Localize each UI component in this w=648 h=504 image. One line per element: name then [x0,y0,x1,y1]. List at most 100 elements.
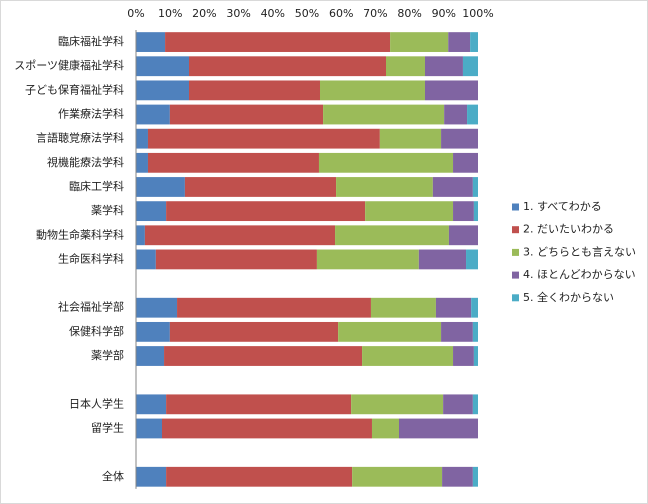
bar-segment [136,418,162,439]
bar-segment [136,321,170,342]
bar-segment [379,128,442,149]
bar-segment [136,466,167,487]
y-tick-label: 薬学科 [91,203,124,217]
bar-segment [444,104,468,125]
bar-segment [316,249,419,270]
bar-segment [453,152,478,173]
y-tick-label: 保健科学部 [69,324,124,338]
legend-swatch [512,271,519,279]
y-tick-label: 全体 [102,469,124,483]
bar-segment [338,321,442,342]
bar-segment [435,297,472,318]
bar-segment [166,201,366,222]
bar-segment [136,394,167,415]
bar-segment [398,418,478,439]
bar-segment [453,346,474,366]
x-tick-label: 0% [127,7,144,20]
bar-segment [448,225,478,246]
bar-segment [473,201,478,222]
x-tick-label: 70% [363,7,387,20]
x-tick-label: 100% [462,7,493,20]
y-tick-label: 臨床福祉学科 [58,34,124,48]
bar-segment [471,297,478,318]
bar-segment [448,32,471,52]
legend-label: 3. どちらとも言えない [523,245,636,258]
bar-segment [424,56,463,77]
bar-segment [371,418,399,439]
bar-segment [472,394,478,415]
bar-segment [144,225,336,246]
bar-segment [136,177,185,197]
bar-segment [136,32,166,52]
x-tick-label: 20% [192,7,216,20]
bar-segment [136,80,190,101]
bar-segment [453,201,474,222]
bar-segment [441,128,478,149]
bar-segment [136,56,190,77]
y-tick-label: 作業療法学科 [58,107,124,121]
y-tick-label: 日本人学生 [69,396,124,410]
x-tick-label: 40% [261,7,285,20]
bar-segment [164,346,363,366]
bar-segment [166,466,353,487]
bar-segment [365,201,454,222]
bar-segment [462,56,478,77]
bar-segment [466,249,478,270]
legend-label: 2. だいたいわかる [523,223,614,236]
bar-segment [418,249,467,270]
bar-segment [472,321,478,342]
bar-segment [136,297,178,318]
legend-swatch [512,203,519,211]
legend-label: 5. 全くわからない [523,290,614,304]
x-tick-label: 30% [226,7,250,20]
bar-segment [370,297,436,318]
bar-segment [472,466,478,487]
bar-segment [136,128,148,149]
x-tick-label: 60% [329,7,353,20]
bar-segment [136,201,167,222]
bar-segment [136,346,165,366]
bar-segment [318,152,454,173]
y-tick-label: 動物生命薬科学科 [36,227,124,241]
bar-segment [177,297,371,318]
bar-segment [336,177,433,197]
bar-segment [351,394,444,415]
bar-segment [161,418,372,439]
y-tick-label: 生命医科学科 [58,251,124,265]
bar-segment [136,249,156,270]
y-tick-label: 社会福祉学部 [58,300,124,314]
bar-segment [184,177,337,197]
bar-segment [169,321,339,342]
legend-label: 4. ほとんどわからない [523,268,636,281]
bar-segment [136,104,170,125]
bar-segment [390,32,449,52]
y-tick-label: 視機能療法学科 [47,155,124,169]
bar-segment [189,56,387,77]
y-tick-label: 言語聴覚療法学科 [36,131,124,145]
legend-swatch [512,248,519,256]
bar-segment [424,80,478,101]
bar-segment [323,104,445,125]
bar-segment [147,128,380,149]
bar-segment [442,466,473,487]
bar-segment [147,152,319,173]
bar-segment [467,104,478,125]
x-tick-label: 90% [432,7,456,20]
bar-segment [441,321,473,342]
bar-segment [136,225,145,246]
bar-segment [165,32,391,52]
bar-segment [386,56,425,77]
y-tick-label: スポーツ健康福祉学科 [14,58,124,72]
x-tick-label: 50% [295,7,319,20]
bar-segment [473,346,478,366]
bar-segment [189,80,320,101]
y-tick-label: 子ども保育福祉学科 [25,82,124,96]
y-tick-label: 薬学部 [91,348,124,362]
bar-segment [470,32,478,52]
legend-label: 1. すべてわかる [523,200,602,213]
bar-segment [319,80,425,101]
legend-swatch [512,294,519,302]
bar-segment [362,346,454,366]
legend-swatch [512,226,519,234]
